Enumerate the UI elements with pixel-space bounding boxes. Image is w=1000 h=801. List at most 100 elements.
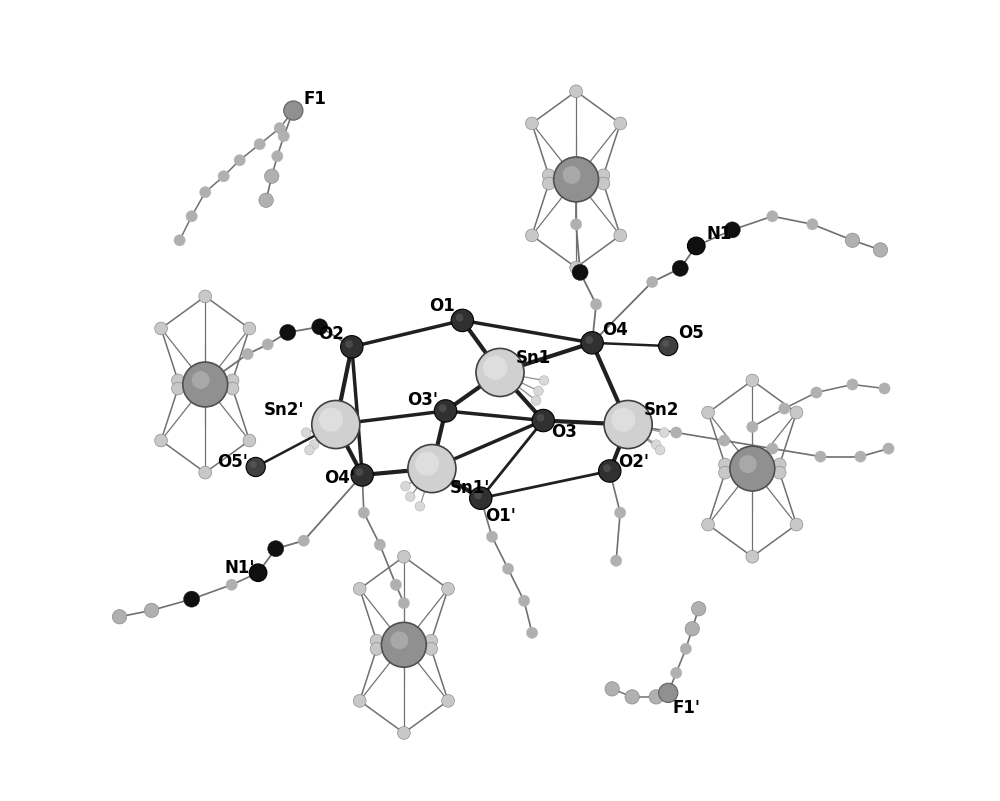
Circle shape xyxy=(355,469,363,476)
Circle shape xyxy=(587,337,598,348)
Circle shape xyxy=(249,564,267,582)
Circle shape xyxy=(266,171,277,182)
Circle shape xyxy=(615,507,626,518)
Circle shape xyxy=(883,443,894,454)
Text: N1: N1 xyxy=(707,226,732,244)
Circle shape xyxy=(790,406,803,419)
Circle shape xyxy=(451,309,474,332)
Circle shape xyxy=(659,683,678,702)
Circle shape xyxy=(719,458,731,471)
Circle shape xyxy=(218,171,229,182)
Circle shape xyxy=(790,518,803,531)
Circle shape xyxy=(470,487,492,509)
Circle shape xyxy=(614,229,627,242)
Circle shape xyxy=(174,235,185,246)
Circle shape xyxy=(288,105,299,116)
Circle shape xyxy=(597,169,610,182)
Circle shape xyxy=(346,341,357,352)
Circle shape xyxy=(226,382,239,395)
Circle shape xyxy=(532,409,554,432)
Circle shape xyxy=(526,229,538,242)
Circle shape xyxy=(691,240,702,252)
Circle shape xyxy=(398,598,409,609)
Circle shape xyxy=(226,374,239,387)
Circle shape xyxy=(278,131,289,142)
Circle shape xyxy=(807,219,818,230)
Circle shape xyxy=(305,445,314,455)
Circle shape xyxy=(284,101,303,120)
Circle shape xyxy=(702,518,715,531)
Circle shape xyxy=(671,427,682,438)
Text: O4': O4' xyxy=(324,469,355,487)
Circle shape xyxy=(730,446,775,491)
Circle shape xyxy=(112,610,127,624)
Text: O5: O5 xyxy=(678,324,704,342)
Circle shape xyxy=(651,691,662,702)
Circle shape xyxy=(659,428,669,437)
Circle shape xyxy=(155,322,167,335)
Circle shape xyxy=(649,690,663,704)
Circle shape xyxy=(114,611,125,622)
Circle shape xyxy=(184,591,200,607)
Ellipse shape xyxy=(476,348,524,396)
Circle shape xyxy=(672,260,688,276)
Circle shape xyxy=(526,627,538,638)
Text: O3': O3' xyxy=(407,391,438,409)
Circle shape xyxy=(855,451,866,462)
Circle shape xyxy=(265,169,279,183)
Circle shape xyxy=(192,371,210,389)
Circle shape xyxy=(374,539,385,550)
Circle shape xyxy=(773,466,786,479)
Circle shape xyxy=(611,555,622,566)
Circle shape xyxy=(390,631,408,650)
Ellipse shape xyxy=(408,445,456,493)
Circle shape xyxy=(563,166,581,184)
Circle shape xyxy=(234,155,245,166)
Text: Sn1: Sn1 xyxy=(516,349,551,367)
Circle shape xyxy=(397,727,410,739)
Text: O4: O4 xyxy=(602,321,628,339)
Circle shape xyxy=(587,337,598,348)
Circle shape xyxy=(625,690,639,704)
Circle shape xyxy=(680,643,691,654)
Circle shape xyxy=(811,387,822,398)
Circle shape xyxy=(603,465,611,472)
Circle shape xyxy=(268,541,284,557)
Circle shape xyxy=(651,440,661,449)
Ellipse shape xyxy=(319,408,343,432)
Circle shape xyxy=(719,435,730,446)
Circle shape xyxy=(274,123,285,134)
Circle shape xyxy=(572,264,588,280)
Ellipse shape xyxy=(483,356,507,380)
Ellipse shape xyxy=(611,408,635,432)
Circle shape xyxy=(599,460,621,482)
Circle shape xyxy=(605,682,619,696)
Circle shape xyxy=(767,443,778,454)
Circle shape xyxy=(693,603,704,614)
Circle shape xyxy=(301,428,311,437)
Circle shape xyxy=(623,419,634,430)
Text: O2': O2' xyxy=(618,453,649,471)
Circle shape xyxy=(847,235,858,246)
Circle shape xyxy=(312,319,328,335)
Circle shape xyxy=(261,195,272,206)
Ellipse shape xyxy=(312,400,360,449)
Circle shape xyxy=(604,465,615,477)
Circle shape xyxy=(456,314,463,321)
Circle shape xyxy=(272,151,283,162)
Circle shape xyxy=(747,421,758,433)
Circle shape xyxy=(614,117,627,130)
Circle shape xyxy=(199,466,212,479)
Circle shape xyxy=(502,563,514,574)
Text: O5': O5' xyxy=(217,453,248,471)
Circle shape xyxy=(607,683,618,694)
Circle shape xyxy=(250,565,266,581)
Circle shape xyxy=(671,667,682,678)
Circle shape xyxy=(425,642,438,655)
Circle shape xyxy=(767,211,778,222)
Circle shape xyxy=(226,579,237,590)
Circle shape xyxy=(353,694,366,707)
Circle shape xyxy=(475,493,486,504)
Circle shape xyxy=(537,414,544,421)
Circle shape xyxy=(341,336,363,358)
